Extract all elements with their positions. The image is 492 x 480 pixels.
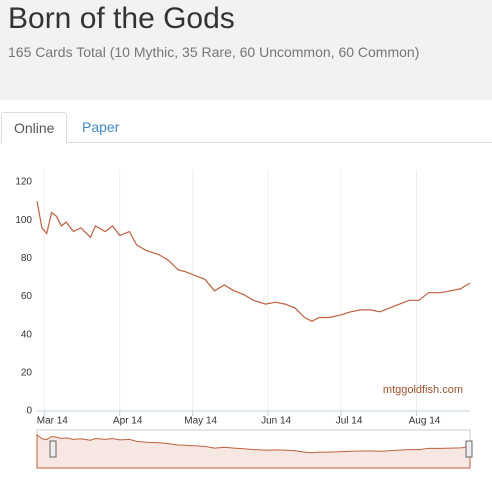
tab-bar: Online Paper bbox=[0, 112, 492, 144]
tab[interactable]: Paper bbox=[82, 119, 120, 135]
y-tick-label: 80 bbox=[21, 253, 33, 264]
y-tick-label: 40 bbox=[21, 329, 33, 340]
y-tick-label: 100 bbox=[15, 215, 32, 226]
header: Born of the Gods 165 Cards Total (10 Myt… bbox=[0, 0, 492, 100]
x-tick-label: Apr 14 bbox=[113, 416, 143, 427]
page-subtitle: 165 Cards Total (10 Mythic, 35 Rare, 60 … bbox=[8, 44, 420, 60]
x-tick-label: May 14 bbox=[184, 416, 217, 427]
x-tick-label: Jul 14 bbox=[336, 416, 363, 427]
credit: mtggoldfish.com bbox=[383, 384, 463, 396]
tab[interactable]: Online bbox=[1, 112, 68, 144]
y-tick-label: 20 bbox=[21, 367, 33, 378]
navigator-area bbox=[36, 433, 471, 469]
chart: mtggoldfish.com 0 20 40 60 80 100 120 Mar 14 Apr… bbox=[15, 170, 473, 469]
y-tick-label: 0 bbox=[26, 406, 32, 417]
page-title: Born of the Gods bbox=[8, 2, 235, 35]
navigator-handle[interactable] bbox=[49, 440, 57, 458]
price-line bbox=[36, 200, 471, 322]
x-tick-label: Aug 14 bbox=[409, 416, 441, 427]
x-tick-label: Mar 14 bbox=[37, 416, 69, 427]
y-tick-label: 60 bbox=[21, 291, 33, 302]
y-tick-label: 120 bbox=[15, 177, 32, 188]
x-tick-label: Jun 14 bbox=[261, 416, 291, 427]
navigator-handle[interactable] bbox=[465, 440, 473, 458]
